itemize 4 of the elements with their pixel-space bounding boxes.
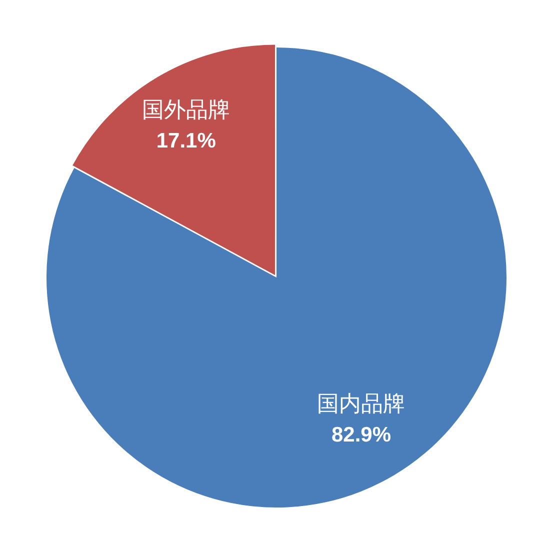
data-label: 17.1% <box>156 130 216 153</box>
data-label: 82.9% <box>331 424 392 447</box>
slice-label: 国外品牌 <box>142 96 230 122</box>
slice-label: 国内品牌 <box>317 390 406 416</box>
